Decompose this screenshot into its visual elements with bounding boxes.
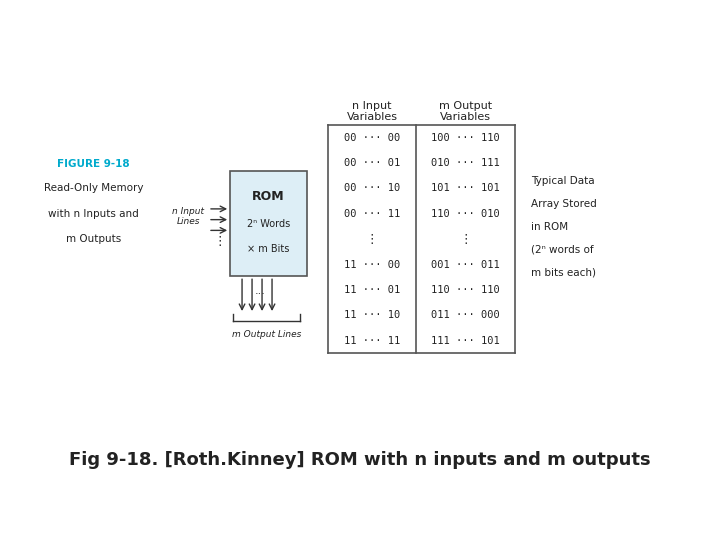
- Text: Read-Only Memory: Read-Only Memory: [44, 184, 143, 193]
- Text: ...: ...: [255, 286, 266, 296]
- FancyBboxPatch shape: [230, 171, 307, 276]
- Text: n Input
Lines: n Input Lines: [172, 207, 204, 226]
- Text: Typical Data: Typical Data: [531, 176, 595, 186]
- Text: 111 ··· 101: 111 ··· 101: [431, 336, 500, 346]
- Text: 100 ··· 110: 100 ··· 110: [431, 133, 500, 143]
- Text: 11 ··· 00: 11 ··· 00: [344, 260, 400, 269]
- Text: 2ⁿ Words: 2ⁿ Words: [247, 219, 290, 229]
- Text: ⋮: ⋮: [366, 233, 378, 246]
- Text: m Outputs: m Outputs: [66, 234, 121, 244]
- Text: n Input
Variables: n Input Variables: [346, 101, 397, 123]
- Text: 00 ··· 01: 00 ··· 01: [344, 158, 400, 168]
- Text: 00 ··· 10: 00 ··· 10: [344, 184, 400, 193]
- Text: 110 ··· 110: 110 ··· 110: [431, 285, 500, 295]
- Text: 11 ··· 11: 11 ··· 11: [344, 336, 400, 346]
- Text: 011 ··· 000: 011 ··· 000: [431, 310, 500, 320]
- Text: 00 ··· 00: 00 ··· 00: [344, 133, 400, 143]
- Text: m Output
Variables: m Output Variables: [438, 101, 492, 123]
- Text: ⋮: ⋮: [213, 234, 225, 248]
- Text: (2ⁿ words of: (2ⁿ words of: [531, 245, 594, 255]
- Text: FIGURE 9-18: FIGURE 9-18: [57, 159, 130, 169]
- Text: 110 ··· 010: 110 ··· 010: [431, 209, 500, 219]
- Text: m bits each): m bits each): [531, 268, 596, 278]
- Text: 11 ··· 10: 11 ··· 10: [344, 310, 400, 320]
- Text: with n Inputs and: with n Inputs and: [48, 209, 139, 219]
- Text: 101 ··· 101: 101 ··· 101: [431, 184, 500, 193]
- Text: × m Bits: × m Bits: [247, 244, 289, 254]
- Text: 11 ··· 01: 11 ··· 01: [344, 285, 400, 295]
- Text: in ROM: in ROM: [531, 222, 568, 232]
- Text: ROM: ROM: [252, 190, 284, 203]
- Text: m Output Lines: m Output Lines: [232, 330, 302, 339]
- Text: Array Stored: Array Stored: [531, 199, 597, 209]
- Text: Fig 9-18. [Roth.Kinney] ROM with n inputs and m outputs: Fig 9-18. [Roth.Kinney] ROM with n input…: [69, 451, 651, 469]
- Text: 00 ··· 11: 00 ··· 11: [344, 209, 400, 219]
- Text: 001 ··· 011: 001 ··· 011: [431, 260, 500, 269]
- Text: ⋮: ⋮: [459, 233, 472, 246]
- Text: 010 ··· 111: 010 ··· 111: [431, 158, 500, 168]
